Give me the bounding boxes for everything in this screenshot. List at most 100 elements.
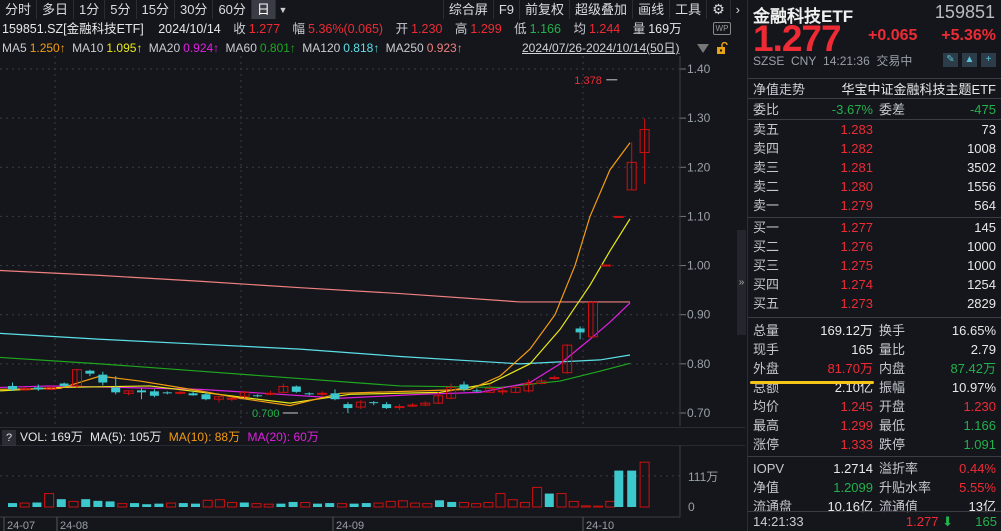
weibi-row: 委比 -3.67% 委差 -475 bbox=[748, 100, 1001, 119]
level-volume: 564 bbox=[974, 198, 996, 213]
stat-value: 1.091 bbox=[963, 437, 996, 452]
pencil-icon[interactable]: ✎ bbox=[943, 53, 958, 67]
level-price: 1.273 bbox=[840, 296, 873, 311]
open-label: 开 bbox=[395, 22, 409, 36]
quote-panel: 金融科技ETF 159851 1.277 +0.065 +5.36% SZSE … bbox=[747, 0, 1001, 531]
level-label: 买二 bbox=[753, 239, 780, 254]
nav-trend-link[interactable]: 净值走势 bbox=[753, 82, 806, 97]
stat-value: 1.2099 bbox=[833, 480, 873, 495]
collapse-panel-button[interactable]: » bbox=[737, 230, 746, 335]
stat-label: 内盘 bbox=[879, 361, 906, 376]
stat-value: 1.230 bbox=[963, 399, 996, 414]
tab-duori[interactable]: 多日 bbox=[37, 0, 75, 19]
composite-screen-button[interactable]: 综合屏 bbox=[442, 0, 493, 19]
ohlc-info-line: 159851.SZ[金融科技ETF] 2024/10/14 收 1.277 幅 5.… bbox=[2, 20, 685, 38]
stats-table: 总量 169.12万 换手 16.65% 现手 165 量比 2.79 外盘 81.70万 内盘 87… bbox=[748, 321, 1001, 454]
order-book-row[interactable]: 买一 1.277 145 bbox=[748, 218, 1001, 237]
stat-row: 总量 169.12万 换手 16.65% bbox=[748, 321, 1001, 340]
weibi-label: 委比 bbox=[753, 102, 780, 117]
order-book-row[interactable]: 买三 1.275 1000 bbox=[748, 256, 1001, 275]
help-button[interactable]: ? bbox=[2, 429, 16, 446]
ma120-label: MA120 bbox=[302, 41, 341, 55]
low-label: 低 bbox=[514, 22, 527, 36]
tab-5min[interactable]: 5分 bbox=[105, 0, 137, 19]
vol-ma5: MA(5): 105万 bbox=[90, 430, 162, 444]
order-book-row[interactable]: 买二 1.276 1000 bbox=[748, 237, 1001, 256]
tab-1min[interactable]: 1分 bbox=[74, 0, 106, 19]
period-dropdown-icon[interactable]: ▼ bbox=[278, 4, 288, 15]
tab-30min[interactable]: 30分 bbox=[175, 0, 214, 19]
ma250-value: 0.923↑ bbox=[426, 41, 463, 55]
level-label: 买三 bbox=[753, 258, 780, 273]
date-range-selector[interactable]: 2024/07/26-2024/10/14(50日) bbox=[522, 41, 680, 55]
level-price: 1.274 bbox=[840, 277, 873, 292]
candlestick-chart[interactable]: 1.40 1.30 1.20 1.10 1.00 0.90 0.80 0.70 1.378 0.7… bbox=[0, 56, 745, 426]
svg-text:24-08: 24-08 bbox=[60, 520, 88, 531]
order-book-row[interactable]: 买四 1.274 1254 bbox=[748, 275, 1001, 294]
security-code: 159851 bbox=[934, 2, 995, 22]
stat-value: 13亿 bbox=[968, 499, 996, 514]
trading-status: 交易中 bbox=[876, 54, 913, 68]
tab-fenshi[interactable]: 分时 bbox=[0, 0, 38, 19]
svg-text:24-10: 24-10 bbox=[586, 520, 614, 531]
stat-value: 81.70万 bbox=[827, 361, 873, 376]
bid-book: 买一 1.277 145 买二 1.276 1000 买三 1.275 1000 买四 1.274 1… bbox=[748, 218, 1001, 313]
change-label: 幅 bbox=[292, 22, 306, 36]
range-dropdown-icon[interactable] bbox=[697, 44, 709, 53]
market-meta: SZSE CNY 14:21:36 交易中 bbox=[753, 52, 912, 69]
order-book-row[interactable]: 卖三 1.281 3502 bbox=[748, 158, 1001, 177]
stat-label: 最低 bbox=[879, 418, 906, 433]
svg-text:0: 0 bbox=[688, 500, 695, 514]
order-book-row[interactable]: 卖二 1.280 1556 bbox=[748, 177, 1001, 196]
tab-daily[interactable]: 日 bbox=[251, 0, 276, 19]
wp-icon[interactable]: WP bbox=[713, 22, 731, 35]
plus-icon[interactable]: + bbox=[981, 53, 996, 67]
stat-label: 最高 bbox=[753, 418, 780, 433]
order-book-row[interactable]: 卖五 1.283 73 bbox=[748, 120, 1001, 139]
tools-button[interactable]: 工具 bbox=[669, 0, 706, 19]
super-overlay-button[interactable]: 超级叠加 bbox=[569, 0, 632, 19]
tick-volume: 165 bbox=[975, 514, 997, 529]
f9-button[interactable]: F9 bbox=[492, 0, 519, 19]
chart-panel: 分时 多日 1分 5分 15分 30分 60分 日 ▼ 综合屏 F9 前复权 超… bbox=[0, 0, 746, 531]
divider bbox=[748, 119, 1001, 120]
security-name: 金融科技ETF bbox=[753, 7, 854, 26]
date-label: 2024/10/14 bbox=[158, 22, 221, 36]
order-book-row[interactable]: 卖四 1.282 1008 bbox=[748, 139, 1001, 158]
stat-value: 1.166 bbox=[963, 418, 996, 433]
stat-value: 0.44% bbox=[959, 461, 996, 476]
tab-15min[interactable]: 15分 bbox=[137, 0, 175, 19]
level-price: 1.283 bbox=[840, 122, 873, 137]
quote-actions: ✎ ▲ + bbox=[943, 53, 996, 67]
lock-icon[interactable] bbox=[716, 42, 728, 54]
stat-label: 量比 bbox=[879, 342, 906, 357]
stat-label: 现手 bbox=[753, 342, 780, 357]
level-volume: 1556 bbox=[967, 179, 996, 194]
svg-text:0.90: 0.90 bbox=[687, 308, 711, 322]
forward-adjust-button[interactable]: 前复权 bbox=[519, 0, 569, 19]
chevron-right-icon[interactable]: › bbox=[729, 0, 745, 19]
close-label: 收 bbox=[233, 22, 246, 36]
price-change: +0.065 bbox=[868, 27, 918, 44]
svg-text:1.20: 1.20 bbox=[687, 160, 711, 174]
bell-icon[interactable]: ▲ bbox=[962, 53, 977, 67]
stat-value: 87.42万 bbox=[950, 361, 996, 376]
weicha-label: 委差 bbox=[879, 102, 906, 117]
stat-label: 外盘 bbox=[753, 361, 780, 376]
stat-label: 振幅 bbox=[879, 380, 906, 395]
level-volume: 1000 bbox=[967, 258, 996, 273]
open-value: 1.230 bbox=[411, 22, 443, 36]
order-book-row[interactable]: 买五 1.273 2829 bbox=[748, 294, 1001, 313]
order-book-row[interactable]: 卖一 1.279 564 bbox=[748, 196, 1001, 215]
level-price: 1.282 bbox=[840, 141, 873, 156]
gear-icon[interactable]: ⚙ bbox=[706, 0, 730, 19]
stat-row: 涨停 1.333 跌停 1.091 bbox=[748, 435, 1001, 454]
stat-value: 1.245 bbox=[840, 399, 873, 414]
level-price: 1.280 bbox=[840, 179, 873, 194]
tab-60min[interactable]: 60分 bbox=[213, 0, 252, 19]
ma120-value: 0.818↑ bbox=[343, 41, 380, 55]
volume-chart[interactable]: 111万 0 24-07 24-08 24-09 24-10 bbox=[0, 445, 745, 531]
draw-line-button[interactable]: 画线 bbox=[632, 0, 669, 19]
level-price: 1.276 bbox=[840, 239, 873, 254]
level-volume: 145 bbox=[974, 220, 996, 235]
